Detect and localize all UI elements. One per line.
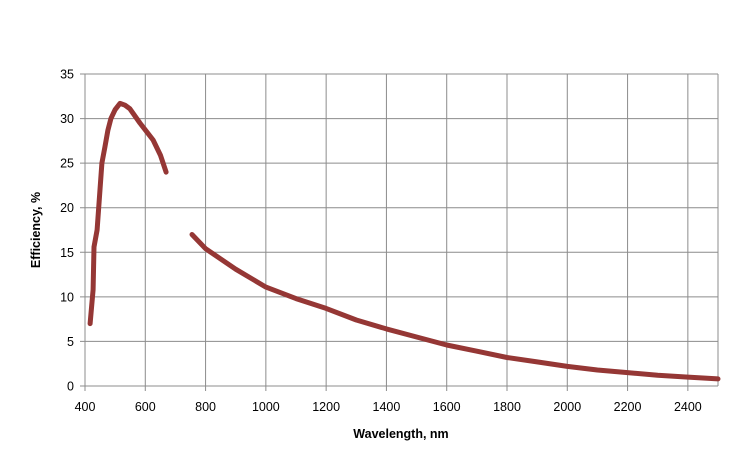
x-tick-label: 600 (135, 400, 156, 414)
y-tick-label: 15 (60, 246, 74, 260)
efficiency-line-segment-1 (87, 100, 169, 327)
efficiency-line-segment-2 (189, 232, 721, 382)
y-axis-label: Efficiency, % (29, 192, 43, 268)
x-tick-label: 1400 (373, 400, 401, 414)
y-tick-label: 35 (60, 68, 74, 82)
x-tick-label: 400 (75, 400, 96, 414)
y-tick-label: 10 (60, 290, 74, 304)
y-tick-label: 5 (67, 335, 74, 349)
x-tick-label: 1600 (433, 400, 461, 414)
y-tick-label: 25 (60, 157, 74, 171)
x-tick-label: 2000 (553, 400, 581, 414)
x-tick-label: 2200 (614, 400, 642, 414)
x-axis-label: Wavelength, nm (353, 427, 448, 441)
y-tick-label: 0 (67, 380, 74, 394)
y-tick-label: 30 (60, 112, 74, 126)
x-tick-label: 1200 (312, 400, 340, 414)
x-tick-label: 800 (195, 400, 216, 414)
x-tick-label: 1800 (493, 400, 521, 414)
y-tick-label: 20 (60, 201, 74, 215)
x-tick-label: 2400 (674, 400, 702, 414)
x-tick-label: 1000 (252, 400, 280, 414)
